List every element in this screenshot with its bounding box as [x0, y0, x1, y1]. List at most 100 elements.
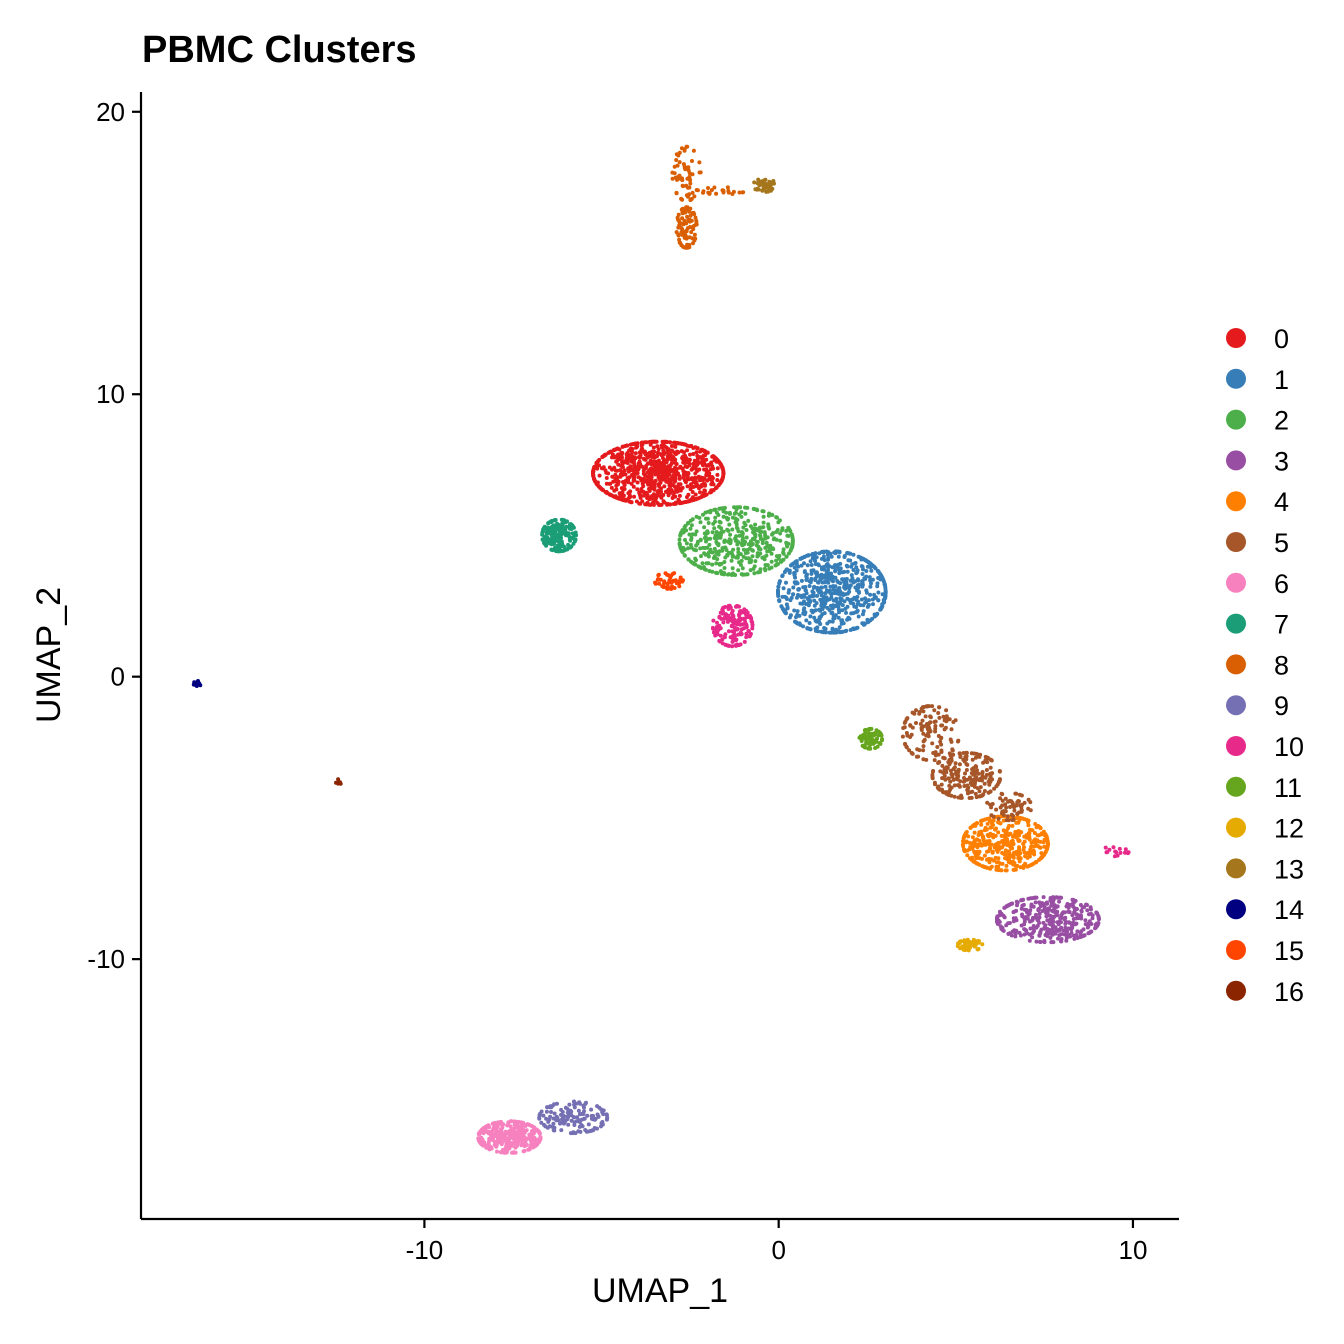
point: [797, 613, 802, 618]
point: [733, 510, 738, 515]
point: [551, 535, 556, 539]
point: [1090, 913, 1095, 918]
point: [833, 568, 838, 573]
point: [801, 585, 806, 590]
x-tick-label: -10: [406, 1235, 444, 1265]
point: [971, 780, 976, 785]
point: [1078, 913, 1083, 918]
point: [691, 452, 696, 456]
point: [730, 192, 735, 196]
point: [942, 774, 947, 778]
point: [643, 502, 648, 507]
point: [980, 835, 985, 840]
point: [574, 1119, 579, 1124]
legend-label: 12: [1274, 814, 1304, 844]
point: [943, 725, 948, 730]
point: [690, 190, 695, 195]
point: [673, 444, 678, 449]
point: [987, 782, 992, 787]
point: [933, 719, 938, 724]
point: [861, 609, 866, 614]
point: [610, 455, 614, 460]
point: [753, 522, 758, 527]
point: [618, 472, 623, 477]
point: [1059, 915, 1064, 920]
point: [950, 772, 955, 777]
point: [617, 491, 622, 496]
point: [701, 190, 705, 195]
point: [791, 592, 795, 597]
point: [720, 466, 725, 471]
point: [809, 576, 814, 581]
point: [868, 592, 873, 597]
point: [713, 507, 718, 512]
point: [1005, 814, 1010, 819]
point: [514, 1142, 519, 1147]
point: [520, 1141, 525, 1146]
point: [975, 786, 980, 791]
point: [631, 484, 636, 489]
point: [640, 477, 644, 482]
point: [687, 532, 692, 537]
point: [862, 728, 867, 733]
point: [965, 762, 970, 767]
point: [975, 947, 980, 952]
point: [590, 1116, 595, 1121]
point: [970, 835, 975, 840]
point: [1030, 935, 1035, 940]
point: [776, 584, 781, 589]
y-axis-ticks: -10 0 10 20: [87, 97, 141, 974]
point: [561, 518, 566, 523]
point: [694, 529, 699, 534]
point: [836, 615, 841, 620]
point: [784, 580, 788, 585]
point: [735, 555, 740, 560]
point: [756, 547, 761, 551]
point: [569, 1113, 574, 1118]
point: [988, 757, 993, 762]
point: [1041, 920, 1046, 925]
point: [675, 489, 680, 494]
point: [740, 543, 745, 548]
point: [550, 548, 555, 553]
point: [863, 596, 868, 601]
point: [1015, 864, 1020, 868]
point: [987, 842, 992, 847]
point: [1003, 802, 1008, 807]
point: [936, 786, 941, 791]
point: [939, 750, 944, 754]
point: [639, 487, 644, 491]
point: [584, 1129, 589, 1134]
point: [715, 632, 720, 637]
point: [860, 584, 865, 589]
point: [1081, 933, 1086, 938]
point: [687, 217, 692, 222]
point: [682, 218, 687, 223]
point: [1029, 918, 1034, 923]
point: [647, 486, 651, 491]
point: [668, 575, 673, 580]
legend-item-12: 12: [1226, 814, 1304, 844]
point: [699, 447, 704, 452]
legend-swatch: [1226, 572, 1246, 593]
point: [1032, 831, 1037, 835]
point: [689, 482, 693, 487]
point: [509, 1143, 513, 1148]
point: [1105, 850, 1110, 855]
point: [1019, 808, 1024, 813]
point: [1012, 808, 1017, 813]
point: [535, 1142, 540, 1147]
point: [610, 467, 614, 472]
point: [717, 614, 722, 619]
point: [874, 736, 879, 741]
point: [672, 586, 677, 590]
point: [666, 493, 671, 498]
point: [744, 608, 749, 613]
point: [805, 572, 809, 577]
point: [693, 445, 698, 450]
series-1: [776, 549, 888, 635]
point: [1094, 910, 1099, 915]
point: [480, 1141, 485, 1146]
point: [1051, 919, 1056, 924]
point: [678, 577, 683, 582]
